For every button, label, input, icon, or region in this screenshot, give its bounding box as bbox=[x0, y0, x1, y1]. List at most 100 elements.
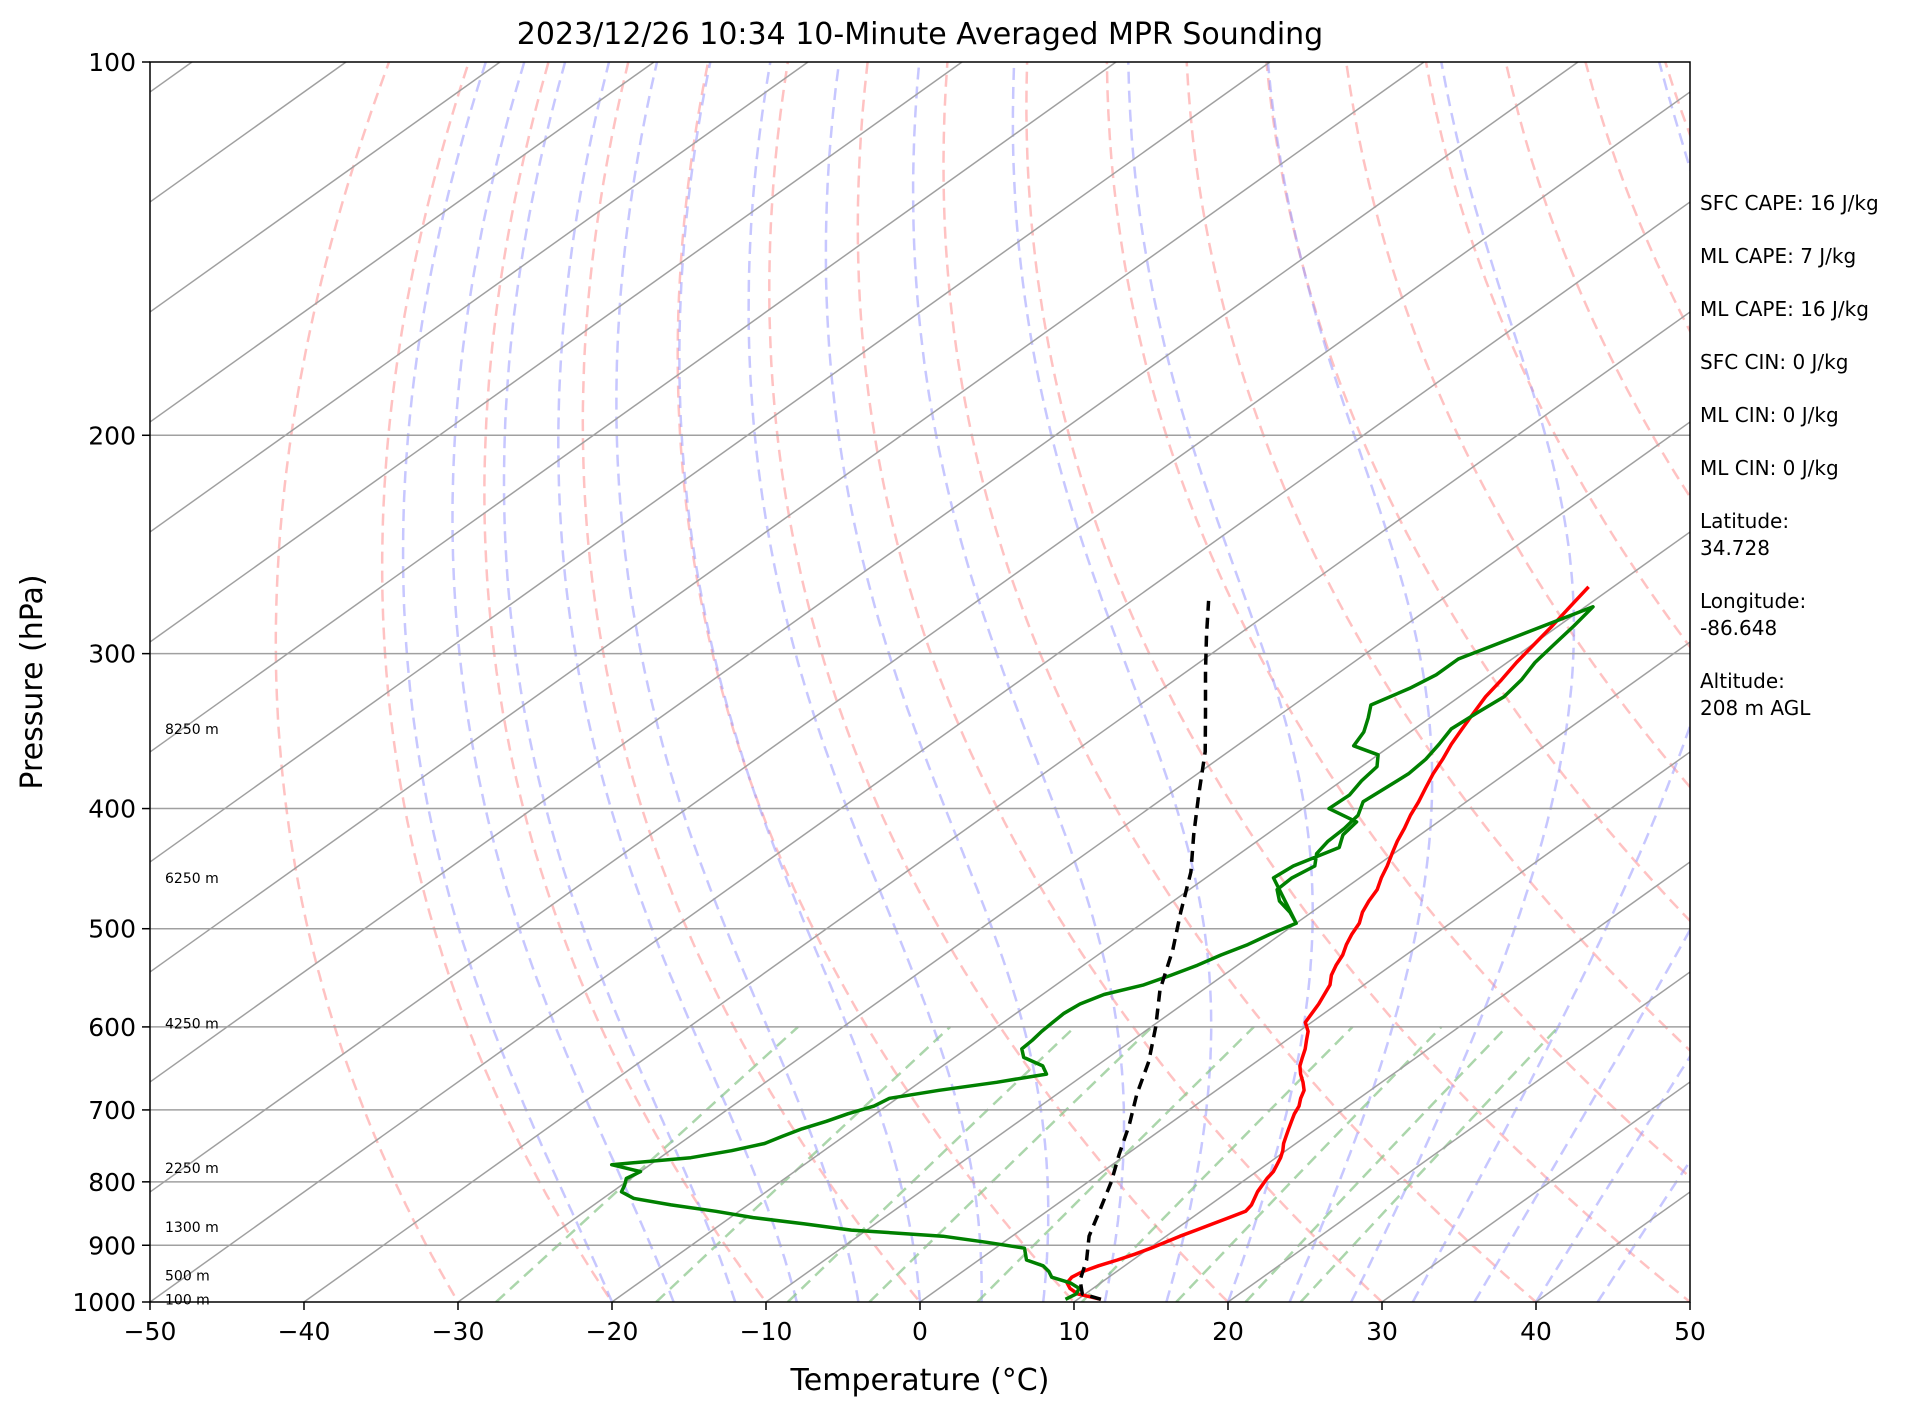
dry-adiabat bbox=[1424, 62, 1690, 649]
dry-adiabat bbox=[676, 62, 1076, 1302]
y-tick-label: 500 bbox=[88, 915, 136, 944]
isotherm-line bbox=[765, 641, 1690, 1302]
moist-adiabat bbox=[451, 62, 675, 1302]
mixing-ratio-line bbox=[976, 1026, 1255, 1302]
chart-title: 2023/12/26 10:34 10-Minute Averaged MPR … bbox=[517, 17, 1323, 52]
plot-frame bbox=[149, 61, 1691, 1303]
y-tick-label: 300 bbox=[88, 640, 136, 669]
stat-annotation: Longitude: bbox=[1700, 589, 1806, 613]
moist-adiabat bbox=[824, 62, 1050, 1302]
moist-adiabat bbox=[1411, 62, 1690, 1302]
isotherm-line bbox=[1227, 971, 1690, 1302]
x-tick-label: −40 bbox=[278, 1317, 331, 1346]
isotherm-line bbox=[303, 311, 1690, 1302]
isotherm-line bbox=[919, 751, 1690, 1302]
x-tick-label: −30 bbox=[432, 1317, 485, 1346]
isotherm-line bbox=[150, 62, 501, 313]
moist-adiabat bbox=[557, 62, 799, 1302]
dry-adiabat bbox=[856, 62, 1384, 1302]
moist-adiabat bbox=[1266, 62, 1434, 1302]
y-tick-label: 400 bbox=[88, 795, 136, 824]
dry-adiabat bbox=[1105, 62, 1690, 1179]
mixing-ratio-line bbox=[1175, 1026, 1443, 1302]
y-axis-ticks: 100 200 300 400 500 600 700 800 900 1000 bbox=[72, 48, 150, 1317]
moist-adiabat bbox=[401, 62, 614, 1302]
moist-adiabat bbox=[747, 62, 983, 1302]
y-axis-title: Pressure (hPa) bbox=[15, 574, 50, 789]
height-label: 4250 m bbox=[165, 1016, 219, 1032]
mixing-ratio-line bbox=[655, 1025, 951, 1302]
dry-adiabat bbox=[942, 62, 1538, 1302]
height-label: 500 m bbox=[165, 1269, 210, 1285]
x-tick-label: −10 bbox=[740, 1317, 793, 1346]
stat-annotation: ML CIN: 0 J/kg bbox=[1700, 456, 1839, 480]
isotherm-line bbox=[1073, 861, 1690, 1302]
stat-annotation: ML CIN: 0 J/kg bbox=[1700, 403, 1839, 427]
stat-annotation: SFC CIN: 0 J/kg bbox=[1700, 350, 1848, 374]
isotherm-line bbox=[150, 62, 655, 423]
moist-adiabat bbox=[502, 62, 737, 1302]
isotherm-line bbox=[1381, 1081, 1690, 1302]
x-tick-label: 50 bbox=[1674, 1317, 1706, 1346]
stat-annotation: 208 m AGL bbox=[1700, 696, 1811, 720]
isotherm-line bbox=[150, 62, 1425, 973]
isotherm-line bbox=[150, 62, 1271, 863]
mixing-ratio-line bbox=[495, 1025, 799, 1302]
dry-adiabat bbox=[274, 62, 460, 1302]
x-tick-label: 0 bbox=[912, 1317, 928, 1346]
moist-adiabat bbox=[1473, 927, 1690, 1302]
dry-adiabat bbox=[1025, 62, 1690, 1302]
stat-annotation: Altitude: bbox=[1700, 669, 1785, 693]
height-label: 100 m bbox=[165, 1292, 210, 1308]
moist-adiabat bbox=[911, 62, 1126, 1302]
pressure-gridlines bbox=[150, 434, 1690, 1247]
moist-adiabat bbox=[615, 62, 860, 1302]
isotherm-line bbox=[150, 62, 1117, 753]
isotherm-line bbox=[457, 421, 1690, 1302]
x-tick-label: −50 bbox=[124, 1317, 177, 1346]
isotherm-line bbox=[150, 62, 963, 643]
dewpoint-line bbox=[609, 605, 1595, 1301]
x-tick-label: 40 bbox=[1520, 1317, 1552, 1346]
height-label: 8250 m bbox=[165, 722, 219, 738]
moist-adiabat bbox=[1011, 62, 1213, 1302]
sounding-lines bbox=[609, 585, 1595, 1302]
x-tick-label: 30 bbox=[1366, 1317, 1398, 1346]
x-tick-label: 20 bbox=[1212, 1317, 1244, 1346]
stat-annotation: ML CAPE: 16 J/kg bbox=[1700, 297, 1869, 321]
isotherm-line bbox=[150, 62, 809, 533]
dry-adiabat bbox=[380, 62, 614, 1302]
dry-adiabat bbox=[1893, 34, 1907, 1328]
mixing-ratio-line bbox=[1081, 1026, 1354, 1302]
height-labels: 8250 m 6250 m 4250 m 2250 m 1300 m 500 m 100 m bbox=[165, 722, 219, 1308]
dry-adiabat bbox=[768, 62, 1230, 1302]
y-tick-label: 900 bbox=[88, 1231, 136, 1260]
stat-annotation: Latitude: bbox=[1700, 509, 1789, 533]
height-label: 6250 m bbox=[165, 871, 219, 887]
y-tick-label: 1000 bbox=[72, 1288, 136, 1317]
moist-adiabat bbox=[1534, 1054, 1690, 1302]
parcel-line bbox=[1078, 600, 1211, 1301]
isotherm-line bbox=[150, 91, 1690, 1193]
isotherm-line bbox=[150, 62, 347, 203]
isotherm-line bbox=[150, 62, 1579, 1083]
stat-annotation: SFC CAPE: 16 J/kg bbox=[1700, 191, 1879, 215]
background-lines bbox=[150, 34, 1907, 1328]
height-label: 2250 m bbox=[165, 1161, 219, 1177]
stat-annotation: ML CAPE: 7 J/kg bbox=[1700, 244, 1856, 268]
dry-adiabat bbox=[1814, 34, 1907, 1328]
y-tick-label: 200 bbox=[88, 421, 136, 450]
sounding-stats: SFC CAPE: 16 J/kg ML CAPE: 7 J/kg ML CAPE:… bbox=[1700, 191, 1879, 720]
y-tick-label: 700 bbox=[88, 1096, 136, 1125]
x-tick-label: −20 bbox=[586, 1317, 639, 1346]
x-axis-title: Temperature (°C) bbox=[790, 1363, 1050, 1398]
dry-adiabat bbox=[1265, 62, 1690, 923]
x-tick-label: 10 bbox=[1058, 1317, 1090, 1346]
stat-annotation: -86.648 bbox=[1700, 616, 1777, 640]
moist-adiabat bbox=[1596, 1158, 1690, 1302]
x-axis-ticks: −50 −40 −30 −20 −10 0 10 20 30 40 50 bbox=[124, 1302, 1706, 1346]
y-tick-label: 600 bbox=[88, 1013, 136, 1042]
y-tick-label: 800 bbox=[88, 1168, 136, 1197]
y-tick-label: 100 bbox=[88, 48, 136, 77]
